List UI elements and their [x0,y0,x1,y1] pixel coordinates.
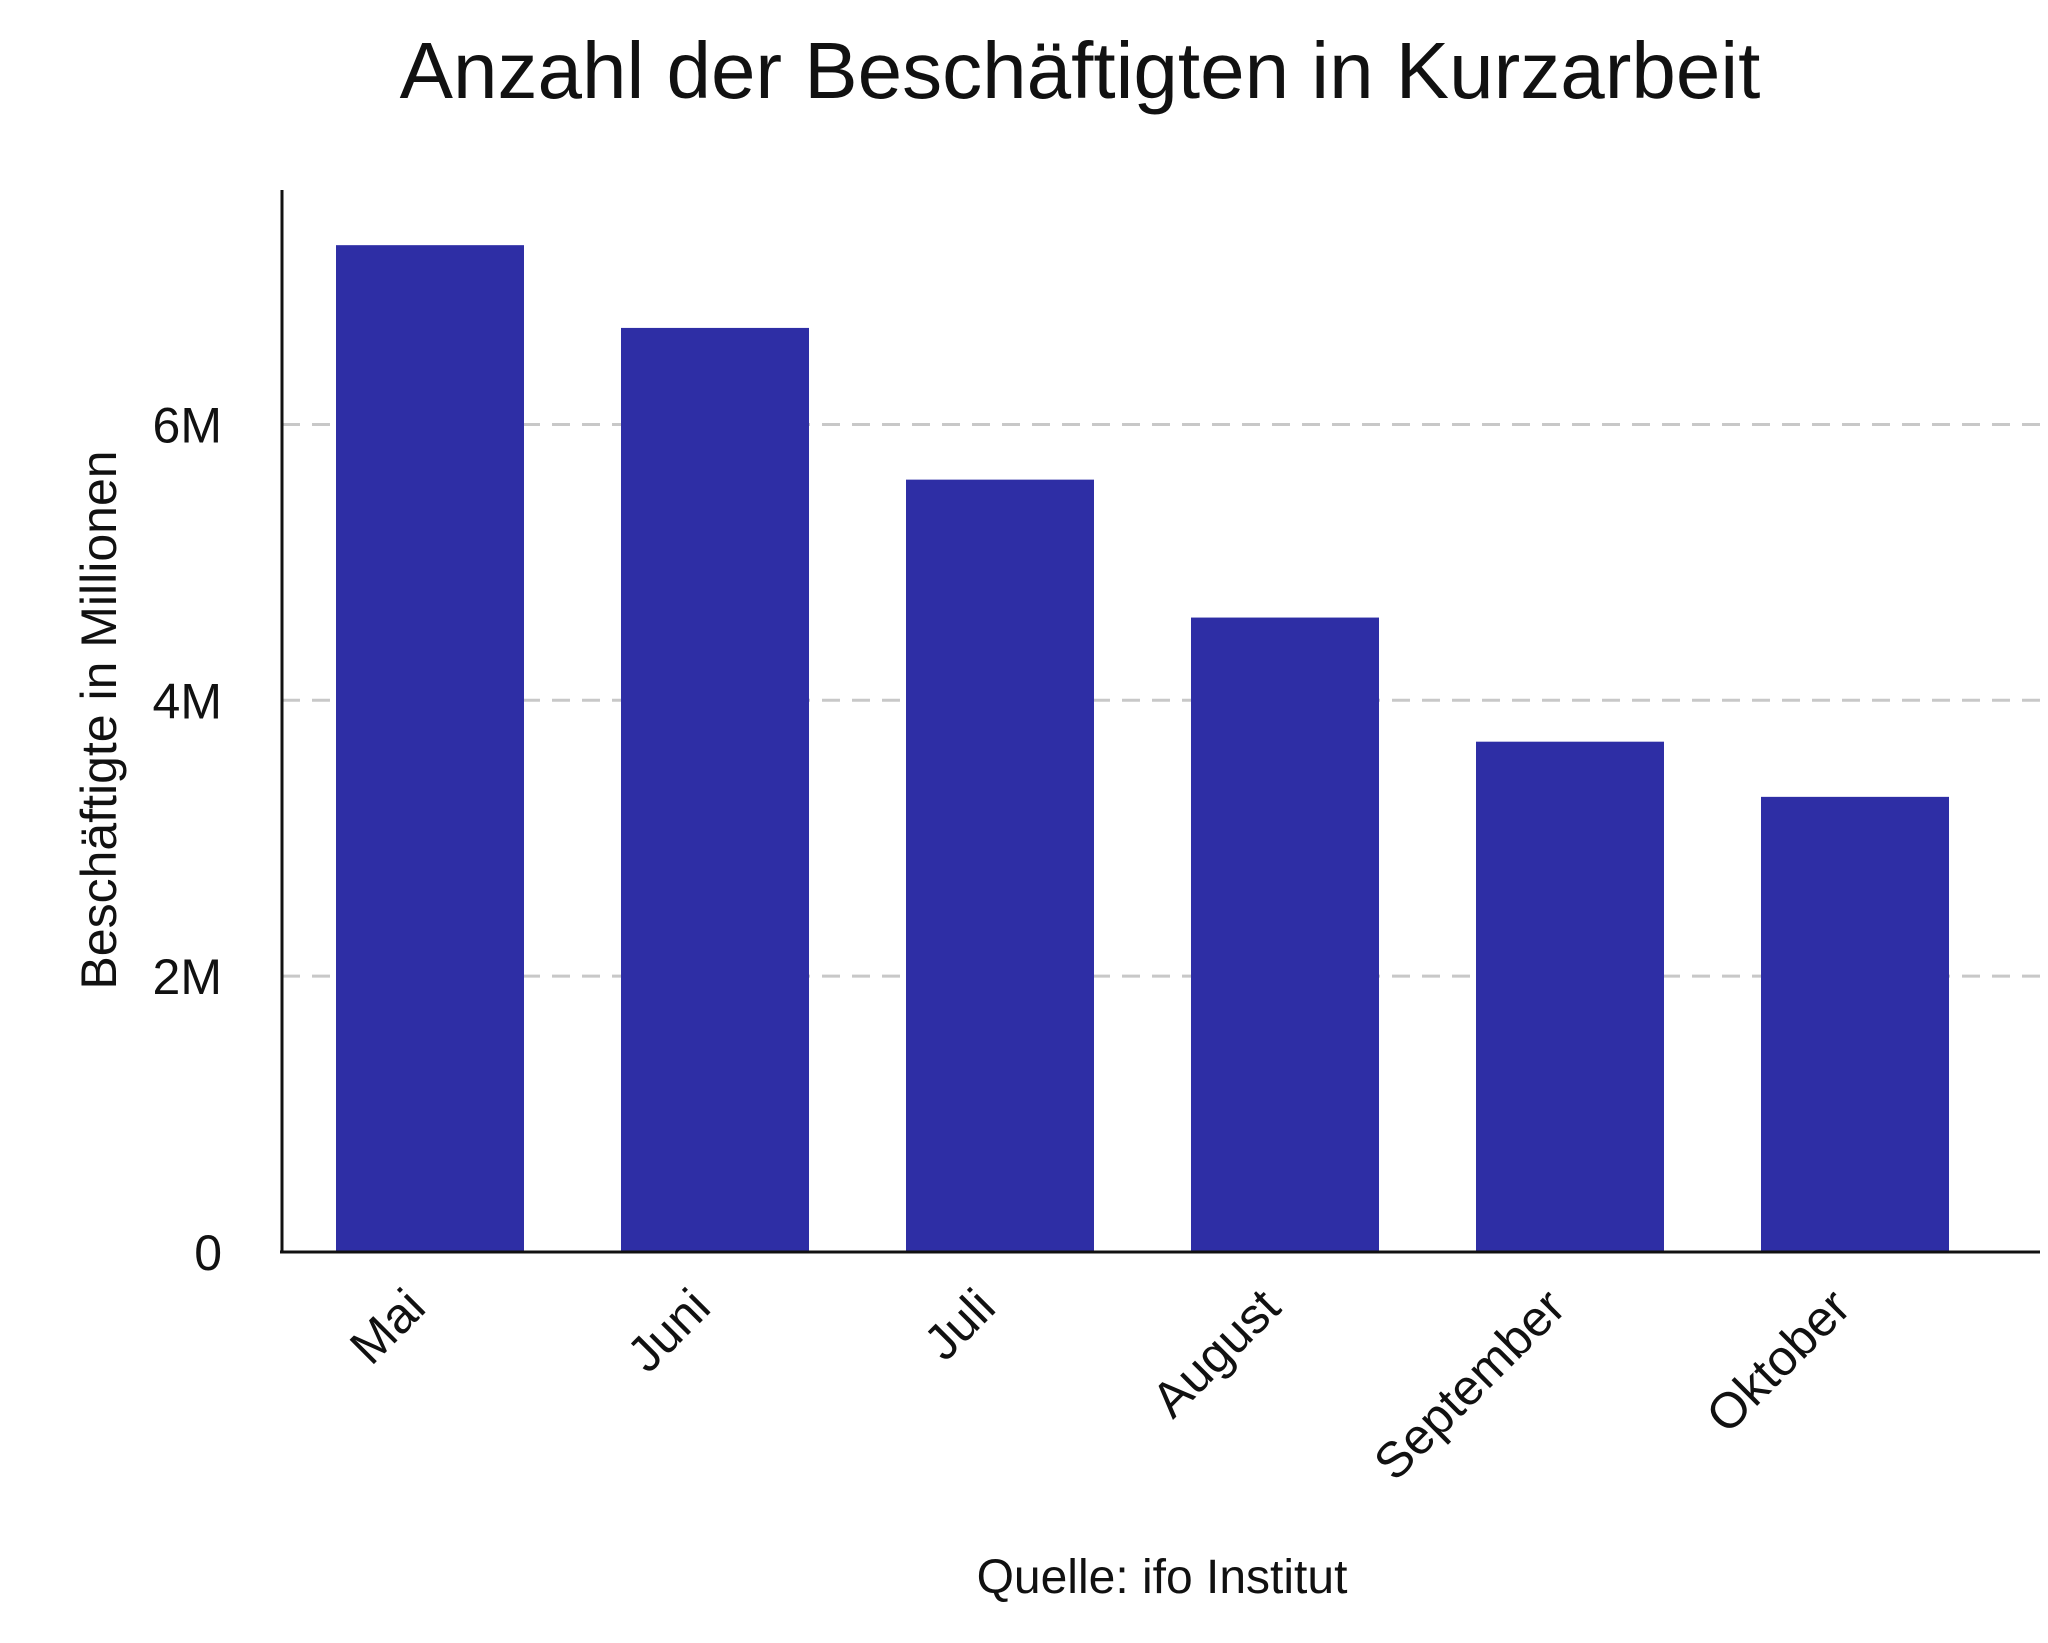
bar-september [1476,741,1664,1252]
x-tick-label: August [1141,1278,1291,1428]
y-tick-label: 2M [153,949,222,1005]
bar-oktober [1761,796,1949,1252]
x-tick-label: September [1363,1278,1576,1491]
x-tick-labels: Mai Juni Juli August September Oktober [339,1278,1861,1491]
y-axis-label: Beschäftigte in Millionen [71,450,127,989]
bars [336,245,1949,1253]
y-tick-label: 6M [153,397,222,453]
bar-juli [906,479,1094,1252]
y-tick-label: 4M [153,673,222,729]
bar-mai [336,245,524,1253]
chart-title: Anzahl der Beschäftigten in Kurzarbeit [400,26,1761,115]
x-tick-label: Mai [339,1278,436,1375]
bar-juni [621,327,809,1252]
x-tick-label: Juli [913,1278,1006,1371]
x-tick-label: Juni [616,1278,720,1382]
y-tick-label: 0 [194,1225,222,1281]
y-tick-labels: 0 2M 4M 6M [153,397,222,1281]
x-tick-label: Oktober [1695,1278,1860,1443]
gridlines [282,422,2040,978]
bar-august [1191,617,1379,1252]
source-note: Quelle: ifo Institut [977,1551,1348,1604]
